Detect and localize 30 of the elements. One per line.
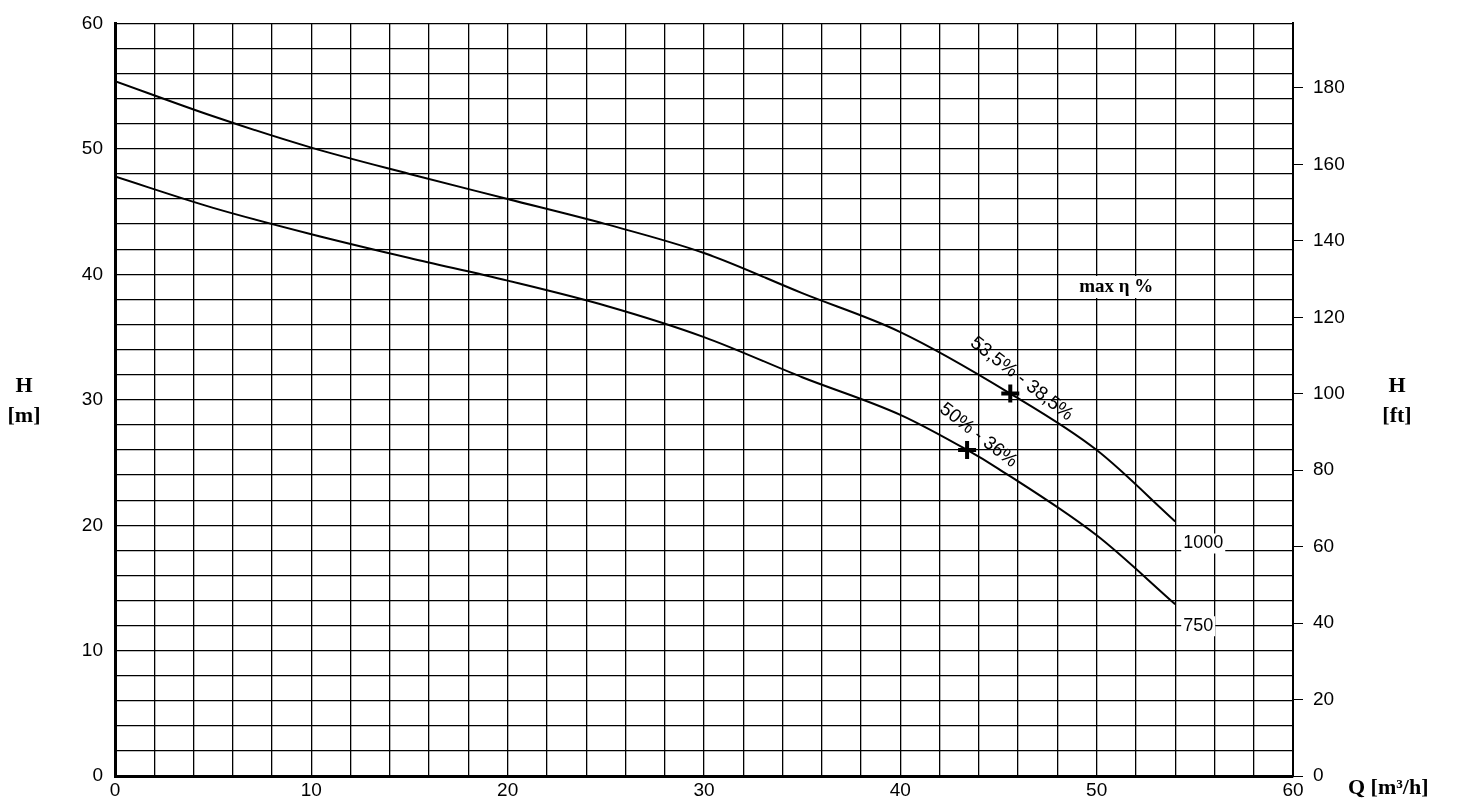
x-tick-label: 20 xyxy=(497,778,519,800)
y-tick-label: 10 xyxy=(81,638,103,660)
y2-tick-label: 0 xyxy=(1313,764,1324,786)
y-tick-label: 20 xyxy=(81,513,103,535)
x-tick-label: 40 xyxy=(889,778,911,800)
x-tick-label: 60 xyxy=(1282,778,1304,800)
y-tick-label: 30 xyxy=(81,388,103,410)
y2-axis-title: H [ft] xyxy=(1382,372,1412,428)
y-axis-title: H [m] xyxy=(7,372,41,428)
x-tick-label: 50 xyxy=(1086,778,1108,800)
x-axis-title: Q [m³/h] xyxy=(1348,773,1429,799)
annotation: max η % xyxy=(1079,274,1154,296)
series-label: 1000 xyxy=(1183,532,1224,553)
y2-tick-label: 80 xyxy=(1313,458,1335,480)
series-label: 750 xyxy=(1183,615,1214,636)
y-tick-label: 40 xyxy=(81,262,103,284)
y2-tick-label: 120 xyxy=(1313,305,1345,327)
y-tick-label: 60 xyxy=(81,11,103,33)
y2-tick-label: 100 xyxy=(1313,382,1345,404)
y2-tick-label: 60 xyxy=(1313,534,1335,556)
y2-tick-label: 160 xyxy=(1313,152,1345,174)
y-tick-label: 50 xyxy=(81,137,103,159)
y-tick-label: 0 xyxy=(92,764,103,786)
x-tick-label: 0 xyxy=(109,778,121,800)
x-tick-label: 10 xyxy=(300,778,322,800)
y2-tick-label: 140 xyxy=(1313,229,1345,251)
y2-tick-label: 180 xyxy=(1313,76,1345,98)
y2-tick-label: 20 xyxy=(1313,687,1335,709)
x-tick-label: 30 xyxy=(693,778,715,800)
y2-tick-label: 40 xyxy=(1313,611,1335,633)
